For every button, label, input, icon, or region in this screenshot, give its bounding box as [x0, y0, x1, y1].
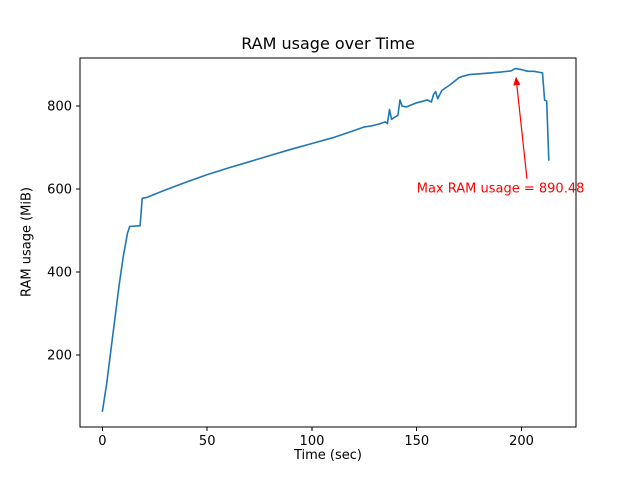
- x-tick-label: 100: [300, 434, 325, 449]
- y-axis-label: RAM usage (MiB): [19, 187, 35, 297]
- max-annotation-text: Max RAM usage = 890.48: [416, 181, 585, 197]
- x-axis-label: Time (sec): [293, 448, 362, 463]
- y-tick-label: 200: [47, 349, 72, 364]
- x-tick-label: 0: [98, 434, 106, 449]
- y-tick-label: 800: [47, 100, 72, 115]
- y-tick-label: 600: [47, 183, 72, 198]
- ram-usage-line: [101, 67, 550, 413]
- x-tick-label: 200: [509, 434, 534, 449]
- plot-box: [79, 57, 577, 428]
- x-tick-label: 150: [404, 434, 429, 449]
- max-annotation-arrow: [513, 76, 528, 179]
- x-tick-label: 50: [199, 434, 216, 449]
- chart-title: RAM usage over Time: [241, 34, 415, 53]
- y-tick-label: 400: [47, 266, 72, 281]
